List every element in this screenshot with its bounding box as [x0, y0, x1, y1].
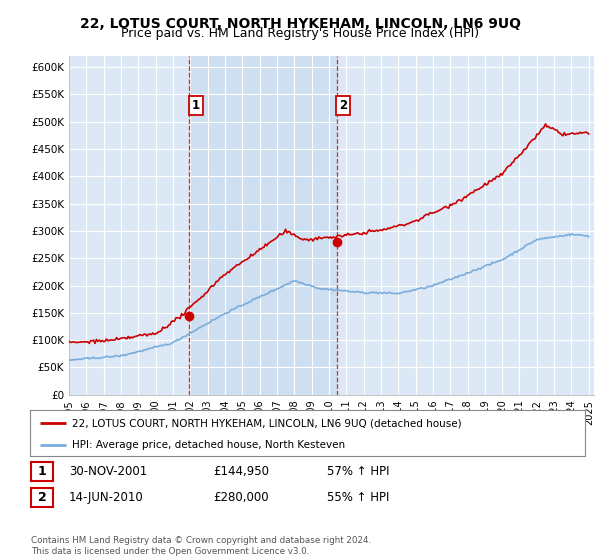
Text: 57% ↑ HPI: 57% ↑ HPI	[327, 465, 389, 478]
Text: 14-JUN-2010: 14-JUN-2010	[69, 491, 144, 504]
Text: 22, LOTUS COURT, NORTH HYKEHAM, LINCOLN, LN6 9UQ: 22, LOTUS COURT, NORTH HYKEHAM, LINCOLN,…	[79, 17, 521, 31]
Text: 22, LOTUS COURT, NORTH HYKEHAM, LINCOLN, LN6 9UQ (detached house): 22, LOTUS COURT, NORTH HYKEHAM, LINCOLN,…	[71, 418, 461, 428]
Text: Price paid vs. HM Land Registry's House Price Index (HPI): Price paid vs. HM Land Registry's House …	[121, 27, 479, 40]
Text: £144,950: £144,950	[213, 465, 269, 478]
Text: Contains HM Land Registry data © Crown copyright and database right 2024.
This d: Contains HM Land Registry data © Crown c…	[31, 536, 371, 556]
Text: 30-NOV-2001: 30-NOV-2001	[69, 465, 147, 478]
Bar	[189, 56, 337, 395]
Text: 55% ↑ HPI: 55% ↑ HPI	[327, 491, 389, 504]
Text: 1: 1	[38, 465, 46, 478]
Text: 2: 2	[38, 491, 46, 504]
Text: £280,000: £280,000	[213, 491, 269, 504]
Text: HPI: Average price, detached house, North Kesteven: HPI: Average price, detached house, Nort…	[71, 440, 345, 450]
Text: 2: 2	[339, 99, 347, 111]
Text: 1: 1	[191, 99, 200, 111]
